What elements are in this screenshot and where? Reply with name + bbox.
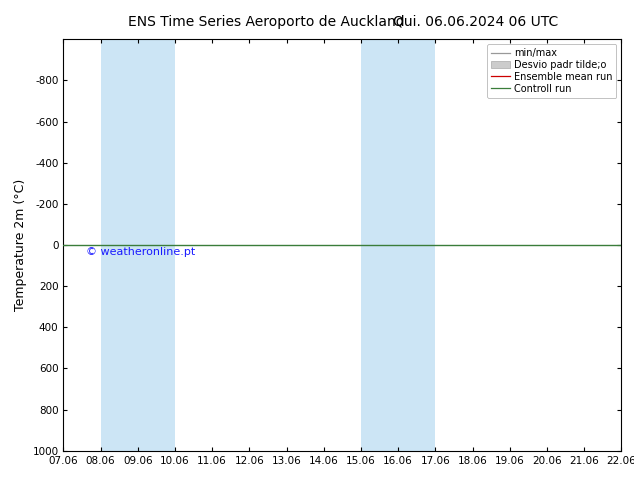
Bar xyxy=(361,39,436,451)
Legend: min/max, Desvio padr tilde;o, Ensemble mean run, Controll run: min/max, Desvio padr tilde;o, Ensemble m… xyxy=(487,44,616,98)
Text: Qui. 06.06.2024 06 UTC: Qui. 06.06.2024 06 UTC xyxy=(393,15,558,29)
Text: © weatheronline.pt: © weatheronline.pt xyxy=(86,247,195,257)
Y-axis label: Temperature 2m (°C): Temperature 2m (°C) xyxy=(14,179,27,311)
Bar xyxy=(621,39,634,451)
Text: ENS Time Series Aeroporto de Auckland: ENS Time Series Aeroporto de Auckland xyxy=(128,15,404,29)
Bar xyxy=(101,39,175,451)
